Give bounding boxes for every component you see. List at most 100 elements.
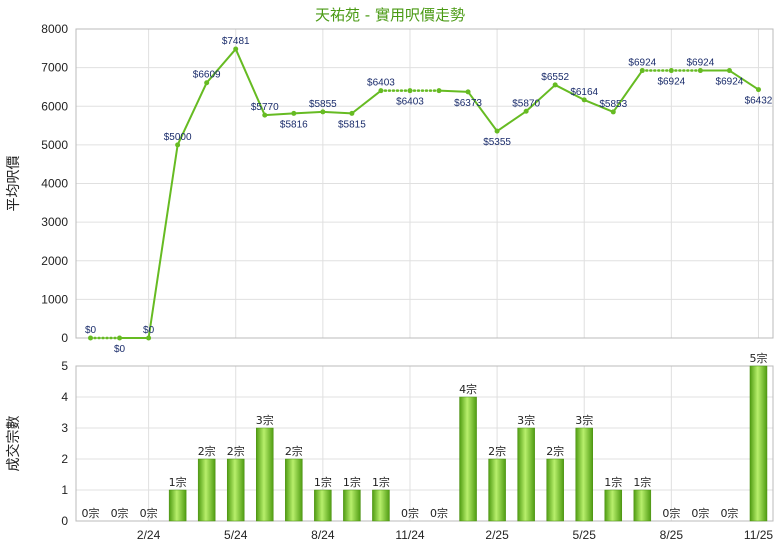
price-data-label: $5853 [599,99,627,110]
count-data-label: 1宗 [604,475,622,489]
count-data-label: 1宗 [372,475,390,489]
price-point [726,68,732,74]
price-data-label: $5870 [512,98,540,109]
chart-title: 天祐苑 - 實用呎價走勢 [315,6,465,24]
price-point [88,335,94,341]
price-data-label: $6164 [570,87,598,98]
x-axis-ticks: 2/24 5/24 8/24 11/24 2/25 5/25 8/25 11/25 [137,528,773,542]
price-y-tick-label: 7000 [41,61,68,75]
price-point [610,109,616,115]
count-bar [197,458,216,522]
count-bar [314,489,332,522]
price-point [378,88,384,94]
price-data-label: $0 [143,325,155,336]
price-data-label: $6924 [657,77,685,88]
count-y-tick-label: 5 [61,359,68,373]
price-point [262,112,268,118]
count-data-label: 4宗 [459,382,477,396]
price-data-label: $5815 [338,119,366,130]
price-line-segment [321,110,353,115]
price-data-label: $0 [85,325,97,336]
price-line-segment [496,110,528,133]
count-data-label: 0宗 [720,506,738,520]
price-data-label: $6403 [367,78,395,89]
price-point [117,335,123,341]
count-plot-frame [75,365,774,522]
count-grid: 0 1 2 3 4 5 [61,359,774,528]
price-y-tick-label: 0 [61,331,68,345]
price-point [175,142,181,148]
price-data-label: $6552 [541,72,569,83]
price-y-tick-label: 8000 [41,22,68,36]
price-point [697,68,703,74]
x-tick-label: 2/24 [137,528,161,542]
count-data-label: 1宗 [633,475,651,489]
price-line-segment [292,110,324,115]
price-line-segment [205,48,237,84]
count-data-label: 3宗 [517,413,535,427]
count-data-label: 0宗 [111,506,129,520]
price-line-segment [728,69,760,91]
price-data-label: $6373 [454,98,482,109]
count-bar [343,489,361,522]
count-data-label: 1宗 [343,475,361,489]
price-point [349,110,355,116]
price-point [755,87,761,93]
count-data-label: 2宗 [227,444,245,458]
count-bar [372,489,390,522]
count-data-label: 2宗 [488,444,506,458]
count-bar [575,427,593,522]
price-data-label: $6924 [628,58,656,69]
price-data-label: $6432 [745,96,773,107]
price-y-tick-label: 6000 [41,99,68,113]
price-line-segment [438,89,470,93]
price-plot-frame [75,28,774,339]
count-bar [256,427,274,522]
count-data-label: 2宗 [546,444,564,458]
count-data-label: 0宗 [691,506,709,520]
price-point [668,68,674,74]
count-data-label: 3宗 [256,413,274,427]
price-grid: 0 1000 2000 3000 4000 5000 6000 7000 8000 [41,22,774,345]
price-point [204,80,210,86]
price-data-label: $6924 [716,77,744,88]
price-line-segment [263,112,295,117]
price-line-segment [554,83,586,101]
count-data-label: 1宗 [169,475,187,489]
count-data-label: 0宗 [430,506,448,520]
x-tick-label: 5/25 [573,528,597,542]
price-point [407,88,413,94]
count-bar [285,458,303,522]
count-bar [459,396,477,522]
count-data-label: 0宗 [401,506,419,520]
count-bar [604,489,623,522]
price-y-tick-label: 4000 [41,177,68,191]
price-line-segment [525,83,557,113]
price-data-label: $6403 [396,97,424,108]
count-bar [633,489,652,522]
price-line-segment [234,48,266,117]
x-tick-label: 11/25 [744,528,773,542]
count-y-tick-label: 1 [61,483,68,497]
count-data-label: 0宗 [82,506,100,520]
price-point [146,335,152,341]
price-point [320,109,326,115]
count-data-label: 0宗 [140,506,158,520]
price-y-tick-label: 5000 [41,138,68,152]
price-y-axis-label: 平均呎價 [5,156,22,212]
price-line-segment [350,89,382,115]
price-line: $0 $0 $0 $5000 $6609 $7481 $5770$5816$5855$581… [85,36,773,355]
count-data-label: 5宗 [749,351,767,365]
x-tick-label: 8/25 [660,528,684,542]
x-tick-label: 5/24 [224,528,248,542]
count-bar [168,489,187,522]
price-line-segment [612,69,644,113]
count-data-label: 0宗 [662,506,680,520]
count-y-tick-label: 0 [61,514,68,528]
count-bar [517,427,535,522]
count-y-tick-label: 4 [61,390,68,404]
count-data-label: 3宗 [575,413,593,427]
price-data-label: $0 [114,344,126,355]
